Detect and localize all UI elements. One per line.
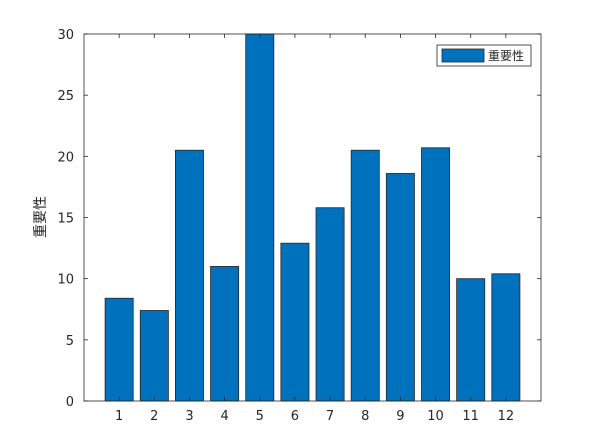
bar [245, 33, 275, 402]
y-tick-label: 5 [66, 334, 74, 349]
x-tick-label: 5 [256, 409, 264, 424]
y-tick-label: 15 [57, 212, 74, 227]
x-tick-label: 12 [498, 409, 515, 424]
bar [280, 242, 310, 402]
x-tick-label: 11 [462, 409, 479, 424]
legend-label: 重要性 [488, 49, 524, 63]
bars-group [104, 33, 521, 402]
x-tick-label: 6 [291, 409, 299, 424]
y-tick-label: 10 [57, 273, 74, 288]
y-tick-label: 0 [66, 395, 74, 410]
bar [421, 147, 451, 402]
x-axis-ticks: 1 2 3 4 5 6 7 8 9 10 11 12 [115, 34, 514, 424]
y-axis-label: 重要性 [33, 196, 49, 238]
legend: 重要性 [436, 44, 532, 67]
x-tick-label: 4 [220, 409, 228, 424]
x-tick-label: 2 [150, 409, 158, 424]
bar [210, 266, 240, 402]
bar [139, 310, 169, 402]
bar [174, 149, 204, 402]
y-tick-label: 25 [57, 89, 74, 104]
legend-swatch [441, 48, 485, 63]
x-tick-label: 1 [115, 409, 123, 424]
y-tick-label: 30 [57, 28, 74, 43]
x-tick-label: 10 [427, 409, 444, 424]
x-tick-label: 7 [326, 409, 334, 424]
x-tick-label: 3 [185, 409, 193, 424]
bar [491, 273, 521, 402]
bar [315, 207, 345, 402]
x-tick-label: 9 [396, 409, 404, 424]
y-tick-label: 20 [57, 150, 74, 165]
bar [385, 173, 415, 402]
bar [456, 278, 486, 402]
y-axis-ticks: 0 5 10 15 20 25 30 [57, 28, 541, 410]
x-tick-label: 8 [361, 409, 369, 424]
bar [350, 149, 380, 402]
bar [104, 297, 134, 402]
